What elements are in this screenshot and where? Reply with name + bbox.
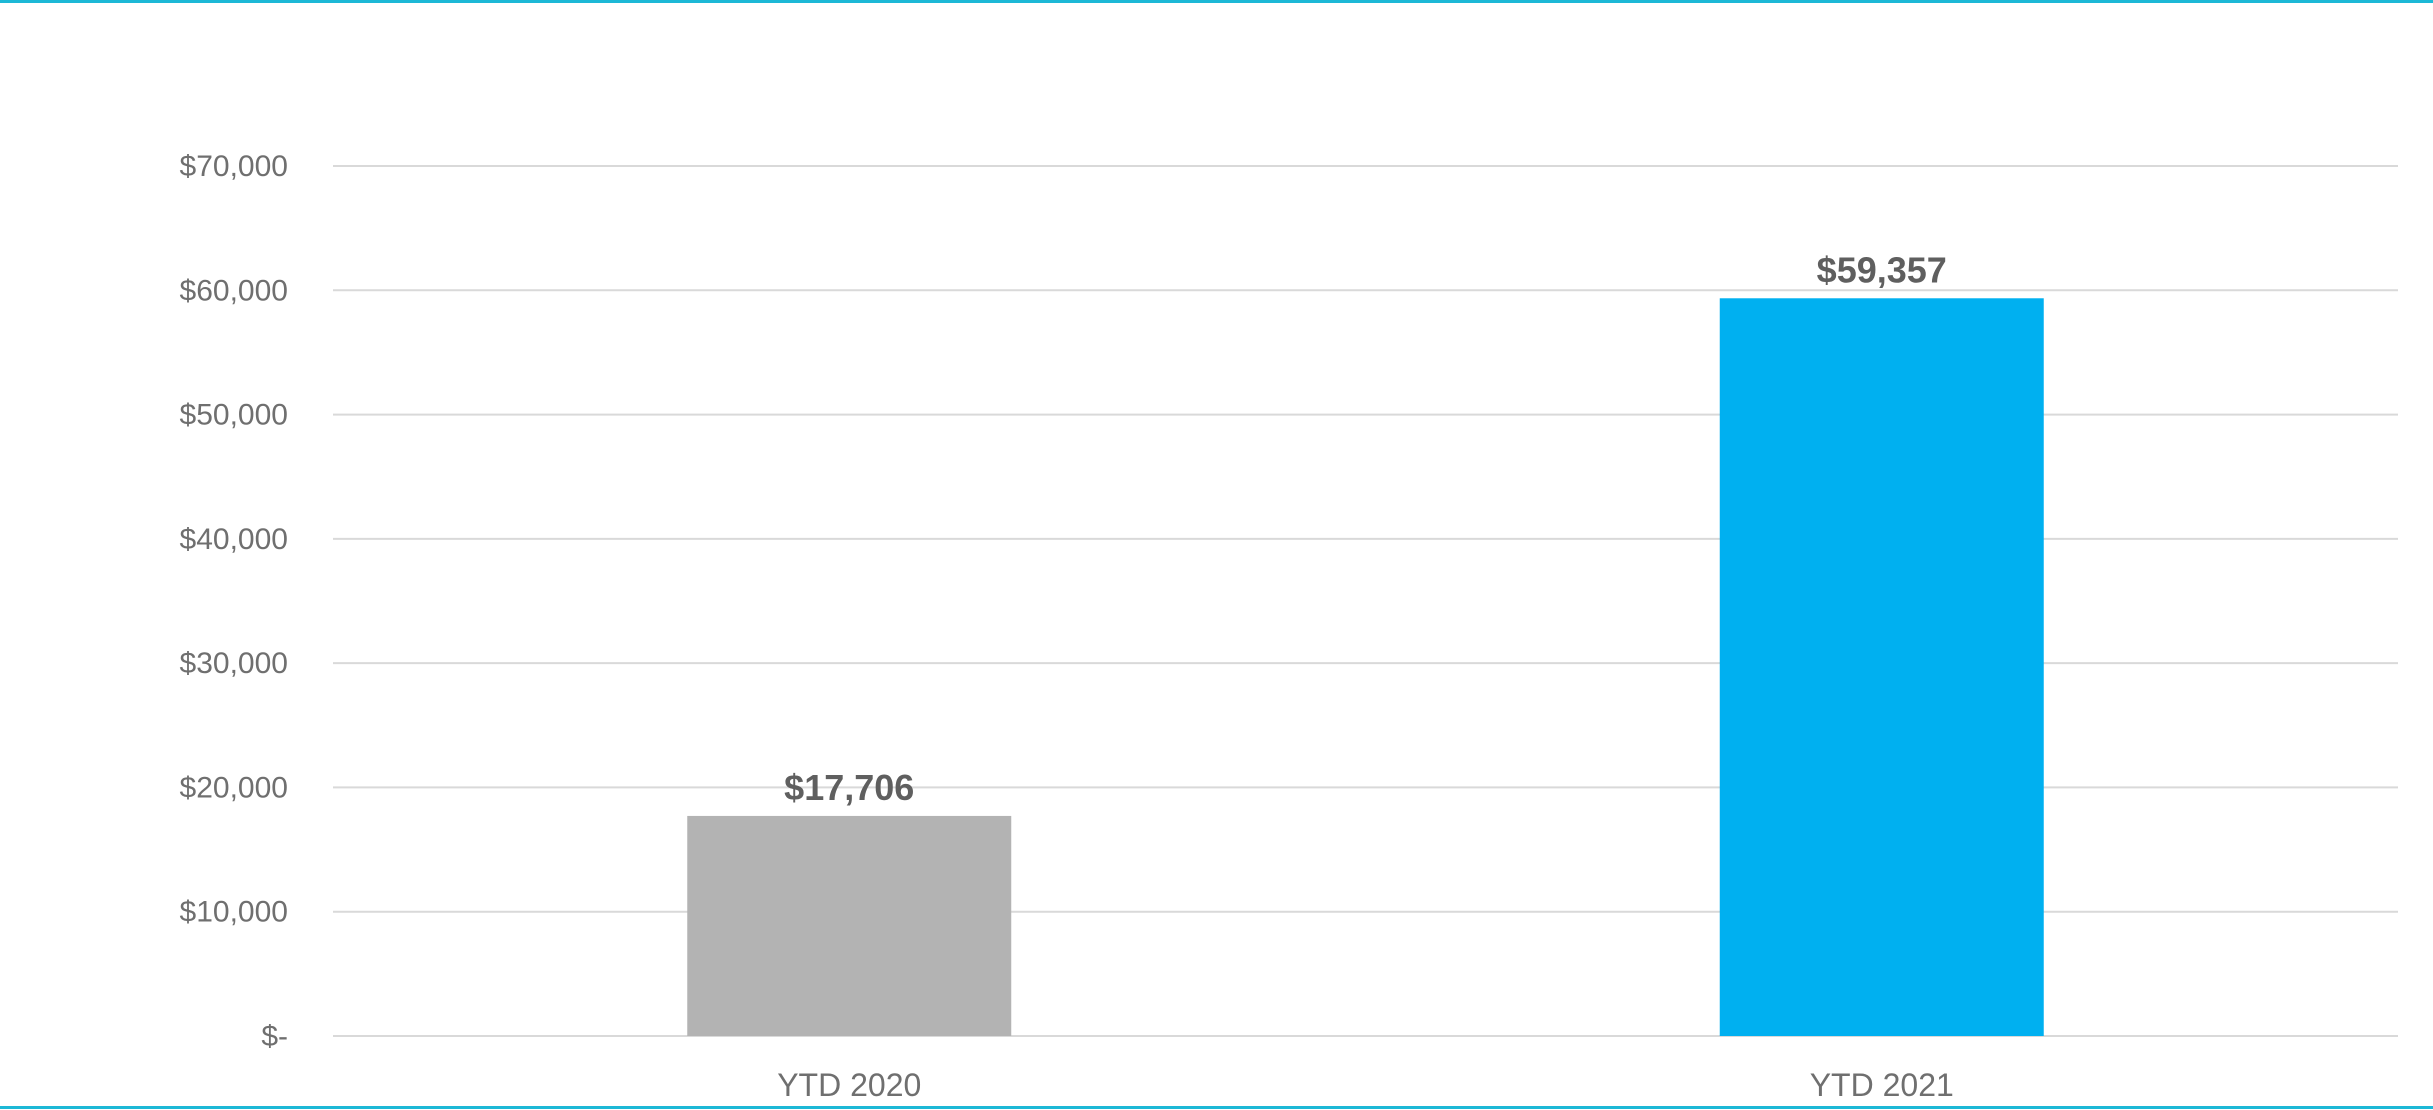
y-axis-tick-labels: $- $10,000 $20,000 $30,000 $40,000 $50,000 $60…: [180, 150, 288, 1053]
y-tick-label: $70,000: [180, 150, 288, 183]
y-tick-label: $40,000: [180, 523, 288, 556]
x-axis-category-labels: YTD 2020 YTD 2021: [777, 1067, 1954, 1103]
y-tick-label: $30,000: [180, 647, 288, 680]
y-tick-label: $-: [261, 1020, 288, 1053]
data-label: $17,706: [784, 767, 914, 808]
frame-top-border: [0, 0, 2433, 3]
bars: [687, 298, 2044, 1036]
x-category-label: YTD 2020: [777, 1067, 921, 1103]
y-tick-label: $60,000: [180, 274, 288, 307]
frame-bottom-border: [0, 1106, 2433, 1109]
grid-lines: [333, 165, 2398, 1037]
y-tick-label: $20,000: [180, 771, 288, 804]
y-tick-label: $50,000: [180, 399, 288, 432]
x-category-label: YTD 2021: [1810, 1067, 1954, 1103]
data-labels: $17,706 $59,357: [784, 249, 1947, 808]
bar-ytd-2020: [687, 815, 1012, 1036]
bar-ytd-2021: [1719, 298, 2044, 1036]
y-tick-label: $10,000: [180, 896, 288, 929]
data-label: $59,357: [1817, 249, 1947, 290]
